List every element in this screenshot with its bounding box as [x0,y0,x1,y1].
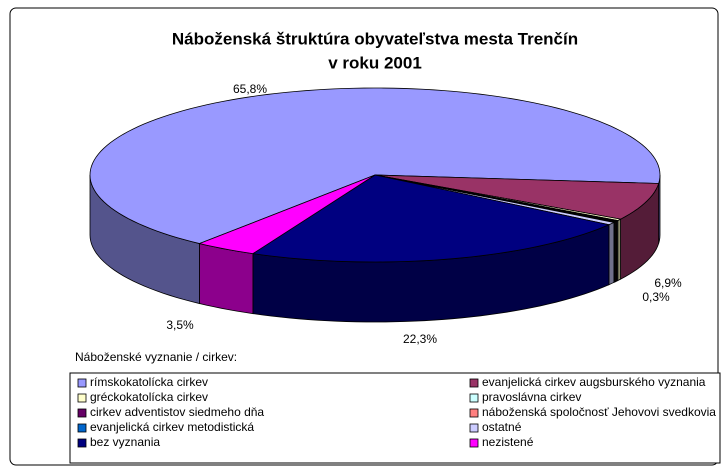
data-label: 65,8% [233,82,267,96]
legend-label: ostatné [482,420,522,434]
legend-swatch [77,408,87,418]
data-label: 0,3% [642,290,670,304]
chart-title: Náboženská štruktúra obyvateľstva mesta … [172,29,578,48]
legend-swatch [77,423,87,433]
legend-label: nezistené [482,435,534,449]
legend-swatch [469,438,479,448]
slice-side [199,243,254,315]
legend-swatch [77,438,87,448]
legend-label: gréckokatolícka cirkev [90,390,208,404]
legend-label: pravoslávna cirkev [482,390,581,404]
legend-box [69,372,721,464]
legend-swatch [469,378,479,388]
chart-title: v roku 2001 [328,53,422,72]
legend-label: evanjelická cirkev metodistická [90,420,254,434]
legend-swatch [469,423,479,433]
data-label: 22,3% [403,332,437,346]
legend-swatch [77,393,87,403]
slice-side [608,221,615,286]
legend-label: bez vyznania [90,435,160,449]
legend-label: rímskokatolícka cirkev [90,375,208,389]
data-label: 3,5% [166,318,194,332]
slice [89,87,661,244]
legend-label: náboženská spoločnosť Jehovovi svedkovia [482,405,716,419]
legend-label: cirkev adventistov siedmeho dňa [90,405,264,419]
slice [198,174,376,255]
slice-side [617,218,621,282]
legend-label: evanjelická cirkev augsburského vyznania [482,375,706,389]
data-label: 6,9% [654,276,682,290]
slice [374,174,660,220]
legend-swatch [469,408,479,418]
legend-title: Náboženské vyznanie / cirkev: [75,350,237,364]
legend-swatch [77,378,87,388]
legend-swatch [469,393,479,403]
